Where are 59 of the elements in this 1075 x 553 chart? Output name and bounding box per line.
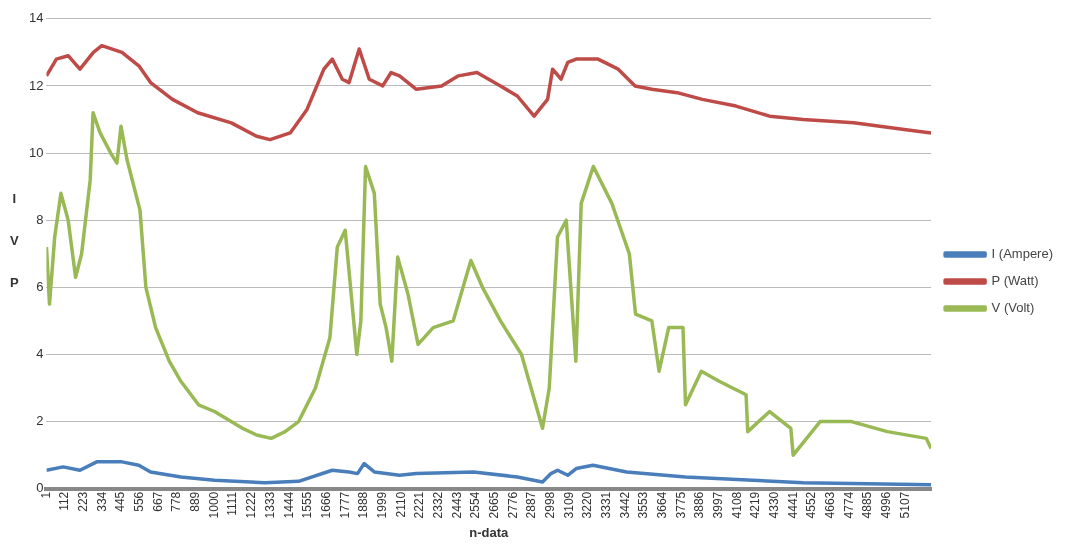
x-tick-label: 1111 bbox=[225, 491, 240, 516]
legend-label: P (Watt) bbox=[991, 273, 1039, 289]
text: I V P bbox=[10, 191, 19, 290]
x-tick-label: 112 bbox=[57, 491, 72, 511]
x-tick-label: 4774 bbox=[841, 491, 856, 519]
x-tick-label: 2554 bbox=[468, 491, 483, 519]
x-tick-label: 1000 bbox=[206, 491, 221, 519]
x-tick-label: 3109 bbox=[561, 491, 576, 519]
x-tick-label: 334 bbox=[94, 491, 109, 512]
x-tick-label: 3220 bbox=[580, 491, 595, 519]
x-tick-label: 2887 bbox=[524, 491, 539, 519]
x-tick-label: 445 bbox=[113, 491, 128, 512]
x-tick-label: 4552 bbox=[804, 491, 819, 519]
y-tick-label: 2 bbox=[36, 413, 44, 429]
x-tick-label: 1999 bbox=[374, 491, 389, 519]
y-tick-label: 10 bbox=[28, 144, 44, 160]
x-tick-label: 667 bbox=[150, 491, 165, 512]
y-tick-label: 12 bbox=[28, 77, 44, 93]
x-tick-label: 1555 bbox=[300, 491, 315, 519]
x-tick-label: 3997 bbox=[710, 491, 725, 519]
x-tick-label: 2665 bbox=[486, 491, 501, 519]
x-tick-label: 4108 bbox=[729, 491, 744, 519]
x-tick-label: 4219 bbox=[748, 491, 763, 519]
x-tick-label: 4441 bbox=[785, 491, 800, 519]
x-tick-label: 3553 bbox=[636, 491, 651, 519]
y-tick-label: 6 bbox=[36, 278, 44, 294]
x-tick-label: 778 bbox=[169, 491, 184, 512]
x-tick-label: 3886 bbox=[692, 491, 707, 519]
x-tick-label: 2221 bbox=[412, 491, 427, 519]
x-tick-label: 1777 bbox=[337, 491, 352, 519]
legend-label: V (Volt) bbox=[991, 300, 1035, 316]
x-tick-label: 2110 bbox=[393, 491, 408, 518]
x-tick-label: 1 bbox=[38, 491, 53, 499]
x-tick-label: 4330 bbox=[766, 491, 781, 519]
x-tick-label: 3331 bbox=[598, 491, 613, 519]
x-tick-label: 2776 bbox=[505, 491, 520, 519]
x-tick-label: 4663 bbox=[822, 491, 837, 519]
x-tick-label: 4885 bbox=[860, 491, 875, 519]
x-tick-label: 5107 bbox=[897, 491, 912, 519]
x-tick-label: 556 bbox=[132, 491, 147, 512]
x-tick-label: 3775 bbox=[673, 491, 688, 519]
x-tick-label: 1888 bbox=[356, 491, 371, 519]
x-tick-label: 223 bbox=[76, 491, 91, 512]
x-axis-title: n-data bbox=[469, 524, 510, 540]
x-tick-label: 2443 bbox=[449, 491, 464, 519]
y-tick-label: 14 bbox=[28, 10, 44, 26]
legend-label: I (Ampere) bbox=[991, 246, 1054, 262]
x-tick-label: 889 bbox=[188, 491, 203, 512]
x-tick-label: 2998 bbox=[542, 491, 557, 519]
x-tick-label: 1333 bbox=[262, 491, 277, 519]
x-tick-label: 2332 bbox=[430, 491, 445, 519]
x-tick-label: 3664 bbox=[654, 491, 669, 519]
x-tick-label: 3442 bbox=[617, 491, 632, 519]
x-tick-label: 1444 bbox=[281, 491, 296, 519]
y-tick-label: 4 bbox=[36, 346, 44, 362]
y-tick-label: 8 bbox=[36, 211, 44, 227]
x-tick-label: 1666 bbox=[318, 491, 333, 519]
x-tick-label: 4996 bbox=[879, 491, 893, 519]
x-tick-label: 1222 bbox=[244, 491, 259, 519]
